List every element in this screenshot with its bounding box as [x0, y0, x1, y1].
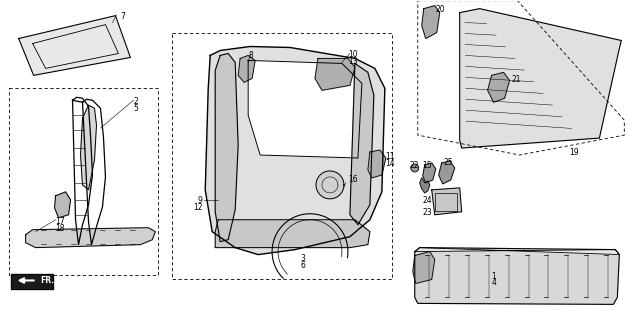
Text: 18: 18 [55, 224, 65, 233]
Text: 15: 15 [422, 161, 431, 170]
Polygon shape [19, 16, 130, 76]
Text: 6: 6 [300, 260, 305, 269]
Text: 22: 22 [409, 161, 420, 170]
Polygon shape [438, 161, 455, 184]
Text: 19: 19 [569, 148, 579, 157]
Polygon shape [26, 228, 155, 248]
Text: 12: 12 [192, 203, 203, 212]
Polygon shape [215, 220, 370, 248]
Text: 14: 14 [385, 159, 394, 168]
Text: 10: 10 [348, 51, 357, 60]
Text: 23: 23 [422, 208, 431, 217]
Text: 24: 24 [422, 196, 431, 205]
Polygon shape [420, 178, 430, 193]
Polygon shape [215, 53, 238, 242]
Polygon shape [413, 252, 435, 284]
Polygon shape [11, 274, 53, 289]
Text: 8: 8 [248, 52, 253, 60]
Bar [9, 88, 159, 276]
Text: 20: 20 [436, 5, 445, 14]
Polygon shape [55, 192, 70, 218]
Polygon shape [487, 72, 509, 102]
Polygon shape [422, 6, 440, 38]
Text: 9: 9 [198, 196, 203, 205]
Text: 21: 21 [511, 76, 521, 84]
Polygon shape [238, 55, 255, 82]
Text: 17: 17 [55, 217, 65, 226]
Polygon shape [423, 163, 436, 183]
Circle shape [411, 164, 419, 172]
Polygon shape [368, 150, 386, 178]
Text: 13: 13 [348, 58, 357, 67]
Text: 4: 4 [492, 278, 496, 287]
Polygon shape [315, 59, 355, 90]
Bar [435, 193, 457, 211]
Text: 25: 25 [443, 158, 454, 167]
Polygon shape [460, 9, 621, 148]
Text: 5: 5 [133, 104, 138, 113]
Text: 11: 11 [385, 152, 394, 161]
Text: 2: 2 [133, 97, 138, 106]
Polygon shape [81, 105, 96, 190]
Polygon shape [316, 171, 344, 199]
Polygon shape [415, 248, 620, 304]
Polygon shape [415, 248, 620, 255]
Polygon shape [205, 46, 385, 255]
Text: FR.: FR. [41, 276, 55, 285]
Text: 3: 3 [300, 253, 305, 263]
Text: 16: 16 [348, 175, 357, 184]
Polygon shape [248, 60, 362, 158]
Text: 7: 7 [120, 12, 125, 21]
Polygon shape [431, 188, 462, 215]
Polygon shape [350, 63, 374, 225]
Bar [172, 33, 392, 279]
Text: 1: 1 [492, 271, 496, 281]
